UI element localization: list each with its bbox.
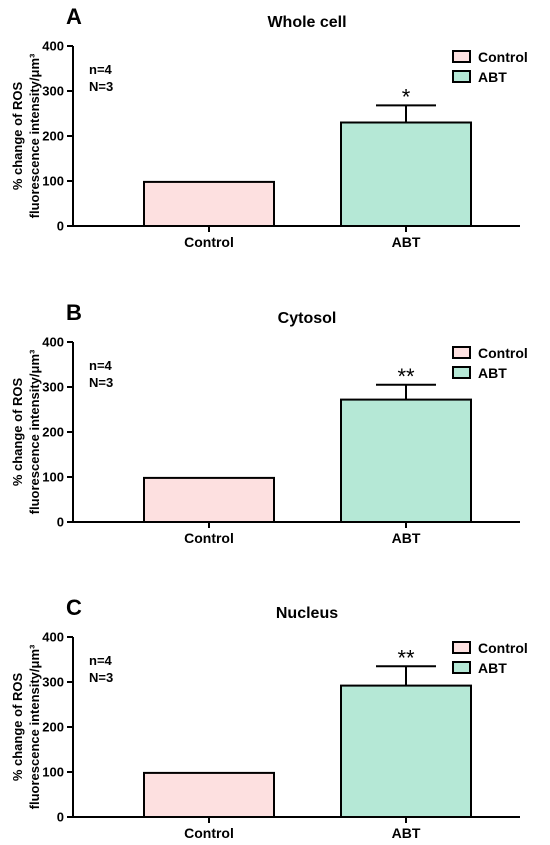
y-axis-label: % change of ROS fluorescence intensity/μm… [10, 53, 42, 218]
bar-abt [340, 398, 472, 524]
sample-size-annotation: n=4 [89, 358, 113, 373]
chart-title: Nucleus [276, 605, 338, 622]
y-tick-label: 0 [57, 515, 64, 530]
y-tick-label: 100 [42, 470, 64, 485]
sample-size-annotation: n=4 [89, 653, 113, 668]
y-tick-label: 400 [42, 335, 64, 350]
chart-panel-b: B Cytosol % change of ROS fluorescence inte… [10, 300, 528, 546]
y-tick-label: 200 [42, 720, 64, 735]
significance-marker: * [402, 84, 411, 109]
y-tick-label: 300 [42, 675, 64, 690]
x-tick-label: Control [184, 234, 234, 250]
legend: Control ABT [452, 345, 528, 381]
bar-control [143, 180, 275, 227]
y-axis-label-line: fluorescence intensity/μm³ [27, 644, 42, 809]
y-tick-label: 0 [57, 810, 64, 825]
legend-label: Control [478, 345, 528, 361]
bar-abt [340, 121, 472, 227]
chart-panel-a: A Whole cell % change of ROS fluorescence i… [10, 4, 528, 250]
chart-panel-c: C Nucleus % change of ROS fluorescence inte… [10, 595, 528, 841]
legend-swatch [452, 50, 471, 63]
y-axis-label-line: % change of ROS [10, 378, 25, 487]
y-tick-label: 200 [42, 129, 64, 144]
chart-title: Cytosol [278, 310, 337, 327]
y-tick-label: 100 [42, 765, 64, 780]
x-tick-label: ABT [392, 234, 421, 250]
legend-label: ABT [478, 69, 507, 85]
legend-swatch [452, 346, 471, 359]
y-axis-label: % change of ROS fluorescence intensity/μm… [10, 349, 42, 514]
sample-size-annotation: N=3 [89, 375, 113, 390]
x-tick-label: Control [184, 530, 234, 546]
legend-label: Control [478, 640, 528, 656]
y-axis-label-line: % change of ROS [10, 673, 25, 782]
y-tick-label: 300 [42, 380, 64, 395]
y-axis-label-line: fluorescence intensity/μm³ [27, 349, 42, 514]
panel-letter: A [66, 4, 82, 29]
y-tick-label: 400 [42, 630, 64, 645]
y-tick-label: 200 [42, 425, 64, 440]
x-tick-label: Control [184, 825, 234, 841]
legend-label: ABT [478, 365, 507, 381]
sample-size-annotation: N=3 [89, 79, 113, 94]
sample-size-annotation: N=3 [89, 670, 113, 685]
legend: Control ABT [452, 640, 528, 676]
significance-marker: ** [397, 364, 415, 389]
y-axis-label-line: fluorescence intensity/μm³ [27, 53, 42, 218]
panel-letter: B [66, 300, 82, 325]
bar-abt [340, 684, 472, 818]
sample-size-annotation: n=4 [89, 62, 113, 77]
y-axis-label: % change of ROS fluorescence intensity/μm… [10, 644, 42, 809]
y-tick-label: 0 [57, 219, 64, 234]
x-tick-label: ABT [392, 825, 421, 841]
legend-swatch [452, 661, 471, 674]
legend-swatch [452, 70, 471, 83]
y-tick-label: 300 [42, 84, 64, 99]
x-tick-label: ABT [392, 530, 421, 546]
chart-title: Whole cell [267, 14, 346, 31]
y-axis-label-line: % change of ROS [10, 82, 25, 191]
legend-swatch [452, 641, 471, 654]
y-tick-label: 400 [42, 39, 64, 54]
legend-label: Control [478, 49, 528, 65]
y-tick-label: 100 [42, 174, 64, 189]
panel-letter: C [66, 595, 82, 620]
legend-swatch [452, 366, 471, 379]
bar-control [143, 771, 275, 819]
bar-control [143, 476, 275, 523]
legend: Control ABT [452, 49, 528, 85]
significance-marker: ** [397, 645, 415, 670]
legend-label: ABT [478, 660, 507, 676]
